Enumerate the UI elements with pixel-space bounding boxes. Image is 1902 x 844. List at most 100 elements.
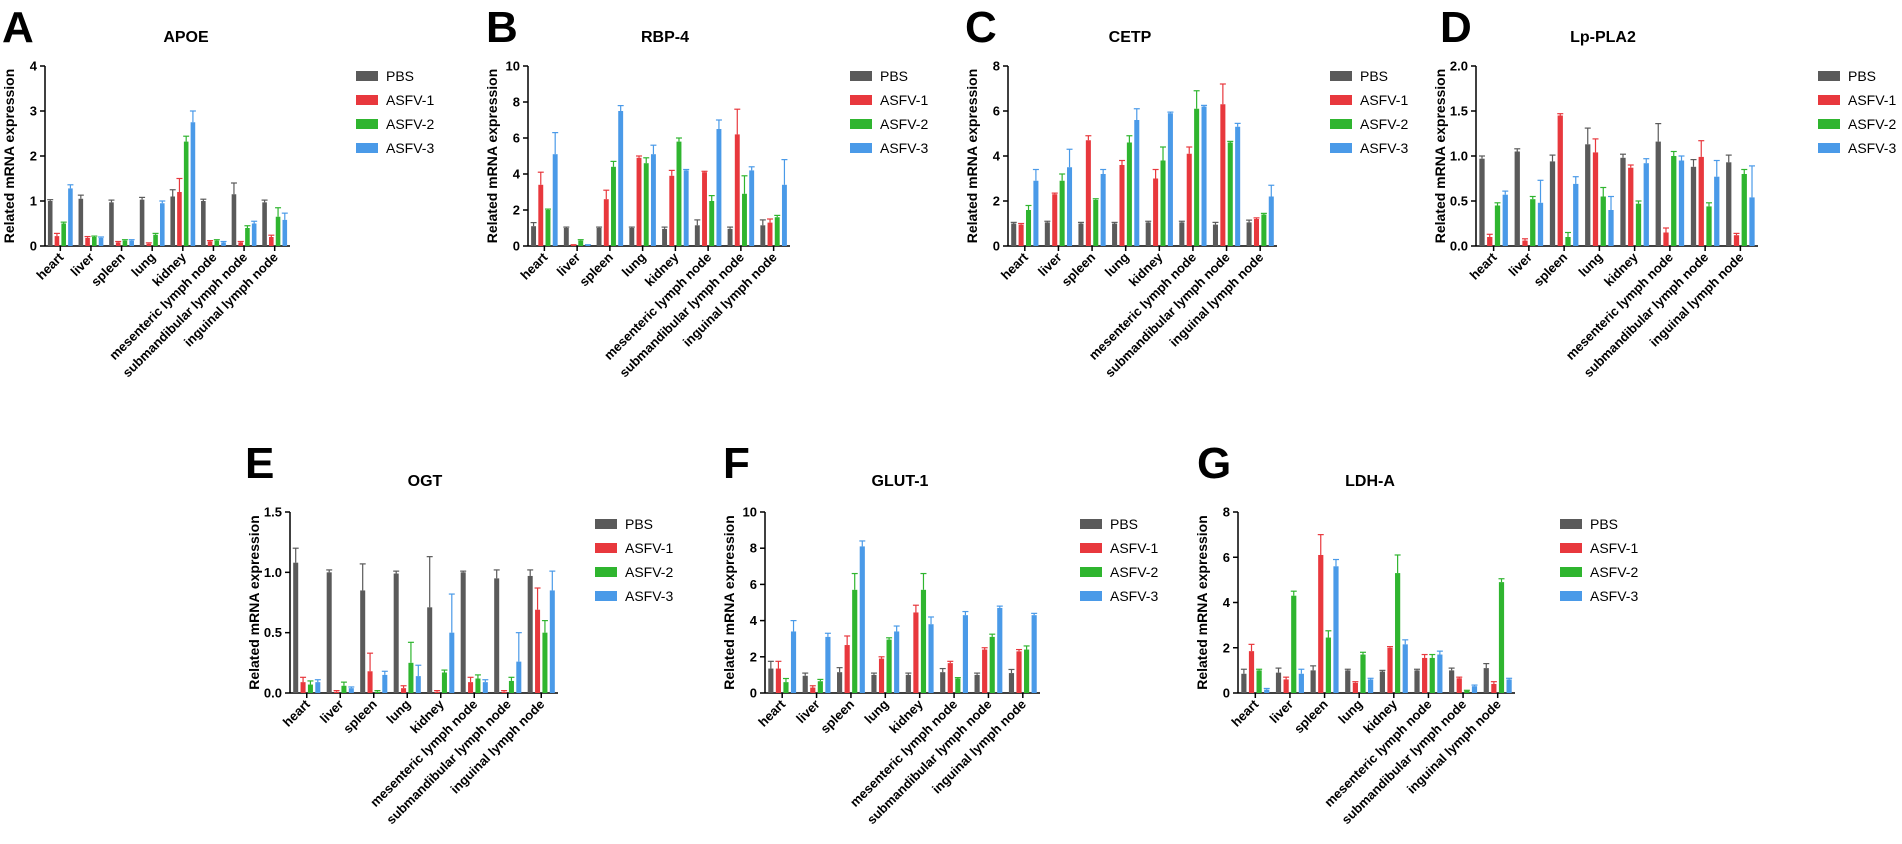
bar-pbs-kidney [905,674,911,693]
y-axis-label: Related mRNA expression [1194,515,1210,690]
panel-letter: G [1197,439,1231,488]
x-tick-label: spleen [88,249,128,289]
bar-pbs-inguinal-lymph-node [1008,673,1015,693]
bar-pbs-inguinal-lymph-node [1483,668,1489,693]
bar-asfv-1-heart [54,236,60,246]
y-tick-label: 0 [750,686,757,701]
bar-asfv-3-submandibular-lymph-node [516,661,522,693]
bar-asfv-1-submandibular-lymph-node [982,649,988,693]
y-tick-label: 2 [30,149,37,164]
bar-asfv-2-inguinal-lymph-node [1024,649,1030,693]
chart-title: CETP [1109,29,1152,46]
bar-pbs-submandibular-lymph-node [231,194,237,246]
bar-pbs-heart [1241,673,1247,693]
bar-asfv-3-spleen [618,111,624,246]
bar-asfv-1-spleen [1318,554,1324,693]
bar-asfv-2-spleen [1565,237,1571,246]
y-tick-label: 8 [1223,505,1230,520]
bar-pbs-spleen [1078,223,1084,246]
bar-asfv-3-spleen [129,240,134,246]
bar-pbs-lung [871,674,877,693]
legend-swatch-asfv-3 [850,143,872,153]
legend-label-asfv-1: ASFV-1 [386,92,434,108]
legend-swatch-asfv-3 [1560,591,1582,601]
y-axis-label: Related mRNA expression [246,515,262,690]
bar-pbs-mesenteric-lymph-node [460,572,466,693]
bar-pbs-heart [1011,223,1017,246]
bar-asfv-3-liver [1067,167,1073,246]
chart-title: OGT [408,473,443,490]
bar-pbs-kidney [662,228,668,246]
y-tick-label: 3 [30,104,37,119]
bar-asfv-2-kidney [1635,203,1642,246]
legend-label-asfv-2: ASFV-2 [386,116,434,132]
bar-asfv-1-lung [146,243,152,246]
bar-asfv-2-heart [1256,670,1262,693]
bar-asfv-1-spleen [844,645,850,693]
y-tick-label: 8 [513,95,520,110]
bar-asfv-1-heart [538,184,544,246]
bar-asfv-1-lung [878,658,885,693]
bar-asfv-2-spleen [1325,637,1331,693]
y-tick-label: 10 [506,59,520,74]
bar-pbs-inguinal-lymph-node [262,202,267,246]
panel-letter: C [965,3,997,52]
legend-swatch-pbs [356,71,378,81]
bar-asfv-2-liver [1291,595,1297,693]
bar-asfv-1-liver [571,245,576,246]
y-tick-label: 2 [750,649,757,664]
bar-pbs-lung [1585,144,1591,246]
bar-asfv-1-mesenteric-lymph-node [1663,232,1669,246]
y-tick-label: 6 [513,131,520,146]
bar-asfv-1-spleen [367,671,373,693]
bar-asfv-1-spleen [1557,115,1563,246]
bar-asfv-2-inguinal-lymph-node [542,632,548,693]
bar-asfv-2-mesenteric-lymph-node [1671,156,1677,246]
x-tick-label: liver [1505,250,1535,280]
bar-asfv-2-heart [545,210,551,246]
bar-asfv-3-heart [1502,194,1508,246]
bar-asfv-2-lung [1600,196,1606,246]
bar-asfv-3-kidney [1402,644,1408,693]
legend-swatch-asfv-1 [1080,543,1102,553]
x-tick-label: lung [1102,249,1132,279]
bar-asfv-2-mesenteric-lymph-node [1429,657,1435,693]
y-axis-label: Related mRNA expression [721,515,737,690]
bar-asfv-3-heart [1264,689,1270,693]
bar-asfv-3-inguinal-lymph-node [549,590,555,693]
legend-label-pbs: PBS [1848,68,1876,84]
bar-asfv-2-kidney [920,589,927,693]
bar-pbs-lung [393,573,399,693]
bar-asfv-3-liver [825,636,831,693]
bar-asfv-1-lung [636,157,642,246]
bar-pbs-heart [768,668,774,693]
bar-asfv-3-heart [1033,180,1039,246]
legend-label-asfv-1: ASFV-1 [1590,540,1638,556]
chart-title: Lp-PLA2 [1570,29,1636,46]
bar-pbs-spleen [109,202,114,246]
y-tick-label: 2.0 [1450,59,1468,74]
bar-asfv-2-inguinal-lymph-node [1741,174,1747,246]
bar-asfv-2-liver [817,681,823,693]
chart-panel-glut-1: F GLUT-1 Related mRNA expression 0 2 4 6 8 10 hea… [721,439,1158,827]
bar-asfv-2-kidney [676,141,682,246]
bar-pbs-lung [139,199,145,246]
bar-asfv-2-mesenteric-lymph-node [709,201,715,246]
bar-asfv-3-kidney [190,122,196,246]
bar-asfv-3-heart [552,154,558,246]
bar-asfv-2-mesenteric-lymph-node [475,678,481,693]
y-tick-label: 4 [513,167,521,182]
bar-pbs-mesenteric-lymph-node [694,225,700,246]
bar-asfv-1-mesenteric-lymph-node [1186,153,1192,246]
y-tick-label: 6 [750,577,757,592]
bar-pbs-submandibular-lymph-node [494,578,500,693]
y-tick-label: 0 [30,239,37,254]
legend-label-asfv-1: ASFV-1 [1110,540,1158,556]
chart-title: RBP-4 [641,29,689,46]
bar-asfv-2-inguinal-lymph-node [1498,582,1505,693]
bar-asfv-1-kidney [1153,178,1159,246]
bar-asfv-3-mesenteric-lymph-node [716,129,722,246]
x-tick-label: liver [554,250,584,280]
panel-letter: D [1440,3,1472,52]
